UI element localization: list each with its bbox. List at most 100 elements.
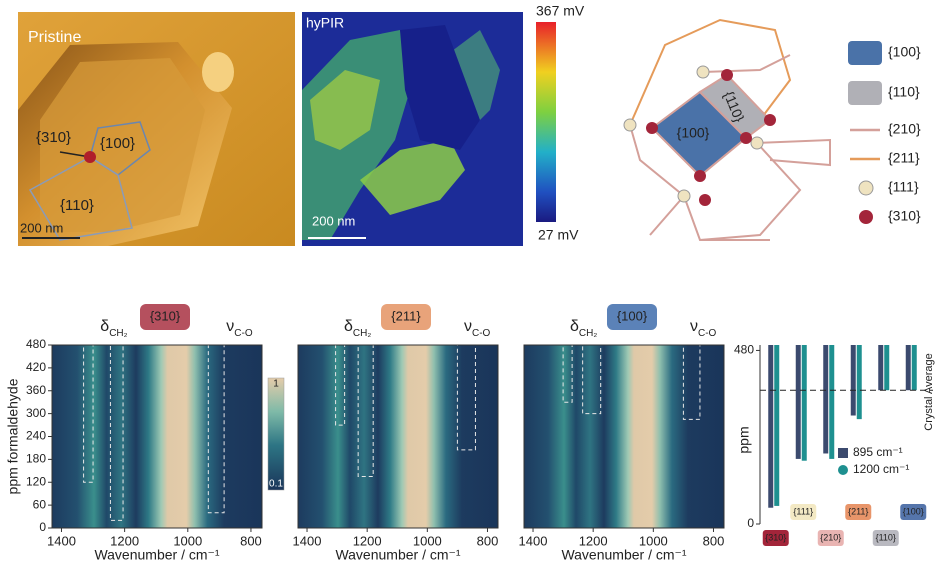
band-annotation: δCH₂	[100, 318, 127, 338]
x-axis-label: Wavenumber / cm⁻¹	[561, 547, 686, 563]
panel-label: Pristine	[28, 29, 81, 46]
y-tick-label: 60	[33, 497, 47, 511]
colorbar-label: 1	[273, 379, 279, 390]
facet-label: {310}	[36, 129, 71, 146]
band-subscript: C-O	[234, 328, 253, 339]
bar	[823, 345, 828, 453]
edge	[650, 196, 684, 235]
facet-111	[751, 137, 763, 149]
bar	[912, 345, 917, 390]
x-tick-label: 1400	[519, 533, 548, 548]
x-tick-label: 800	[477, 533, 499, 548]
band-annotation: νC-O	[464, 318, 491, 338]
facet-111	[697, 66, 709, 78]
facet-label: {100}	[677, 125, 710, 141]
contour-map	[524, 345, 724, 528]
y-tick-label: 420	[26, 360, 46, 374]
y-tick-label: 300	[26, 406, 46, 420]
legend-marker	[838, 465, 848, 475]
edge	[703, 55, 790, 72]
colorbar-max: 367 mV	[536, 3, 585, 19]
legend-swatch	[848, 81, 882, 105]
y-axis-label: ppm formaldehyde	[5, 378, 21, 494]
colorbar-label: 0.1	[269, 479, 283, 490]
bar	[857, 345, 862, 419]
band-subscript: CH₂	[109, 328, 127, 339]
facet-310	[699, 194, 711, 206]
facet-dot	[84, 151, 96, 163]
category-label: {100}	[903, 506, 924, 516]
x-tick-label: 1400	[293, 533, 322, 548]
bar	[906, 345, 911, 390]
colorbar-min: 27 mV	[538, 227, 579, 243]
colorbar	[536, 22, 556, 222]
bar	[802, 345, 807, 461]
y-tick-label: 0	[39, 520, 46, 534]
legend-marker	[838, 448, 848, 458]
band-symbol: ν	[464, 318, 472, 335]
legend-swatch	[859, 210, 873, 224]
band-subscript: CH₂	[353, 328, 371, 339]
y-axis-label: ppm	[736, 426, 752, 453]
y-tick-label: 0	[747, 516, 754, 530]
afm-image: Pristine {310} {100} {110} 200 nm	[18, 12, 295, 246]
facet-111	[678, 190, 690, 202]
schematic-legend: {100} {110} {210} {211} {111} {310}	[848, 41, 921, 224]
contour-map	[52, 345, 262, 528]
x-tick-label: 800	[240, 533, 262, 548]
bar	[768, 345, 773, 508]
facet-310	[694, 170, 706, 182]
particle	[202, 52, 234, 92]
legend-swatch	[859, 181, 873, 195]
legend-swatch	[848, 41, 882, 65]
bar	[884, 345, 889, 390]
bar	[878, 345, 883, 390]
legend-label: {210}	[888, 121, 921, 137]
legend-label: {100}	[888, 44, 921, 60]
x-axis-label: Wavenumber / cm⁻¹	[94, 547, 219, 563]
band-symbol: ν	[226, 318, 234, 335]
category-label: {111}	[793, 506, 813, 516]
band-annotation: δCH₂	[344, 318, 371, 338]
figure: Pristine {310} {100} {110} 200 nm hyPIR …	[0, 0, 935, 566]
band-annotation: δCH₂	[570, 318, 597, 338]
bar	[796, 345, 801, 459]
schematic: {100} {110}	[624, 20, 830, 240]
y-tick-label: 240	[26, 429, 46, 443]
y-tick-label: 480	[734, 343, 754, 357]
facet-111	[624, 119, 636, 131]
y-tick-label: 360	[26, 383, 46, 397]
bar	[851, 345, 856, 416]
panel-label: hyPIR	[306, 15, 344, 31]
band-annotation: νC-O	[226, 318, 253, 338]
category-label: {211}	[848, 506, 868, 516]
legend-label: {211}	[888, 150, 920, 166]
y-tick-label: 480	[26, 337, 46, 351]
band-symbol: δ	[570, 318, 579, 335]
bar	[829, 345, 834, 459]
band-subscript: CH₂	[579, 328, 597, 339]
facet-tag-label: {211}	[391, 308, 421, 323]
facet-310	[764, 114, 776, 126]
x-axis-label: Wavenumber / cm⁻¹	[335, 547, 460, 563]
facet-label: {110}	[60, 197, 94, 214]
x-tick-label: 800	[703, 533, 725, 548]
legend-label: 1200 cm⁻¹	[853, 462, 909, 476]
band-symbol: δ	[344, 318, 353, 335]
reference-label: Crystal Average	[923, 353, 935, 430]
legend-label: {111}	[888, 179, 919, 195]
facet-tag-label: {310}	[150, 308, 181, 323]
colorbar	[268, 378, 284, 490]
band-annotation: νC-O	[690, 318, 717, 338]
contour-map	[298, 345, 498, 528]
legend-label: {310}	[888, 208, 921, 224]
x-tick-label: 1400	[47, 533, 76, 548]
band-symbol: ν	[690, 318, 698, 335]
band-subscript: C-O	[698, 328, 717, 339]
facet-tag-label: {100}	[617, 308, 648, 323]
legend-label: {110}	[888, 84, 920, 100]
edge	[757, 140, 830, 165]
facet-310	[646, 122, 658, 134]
category-label: {210}	[820, 532, 841, 542]
facet-310	[740, 132, 752, 144]
